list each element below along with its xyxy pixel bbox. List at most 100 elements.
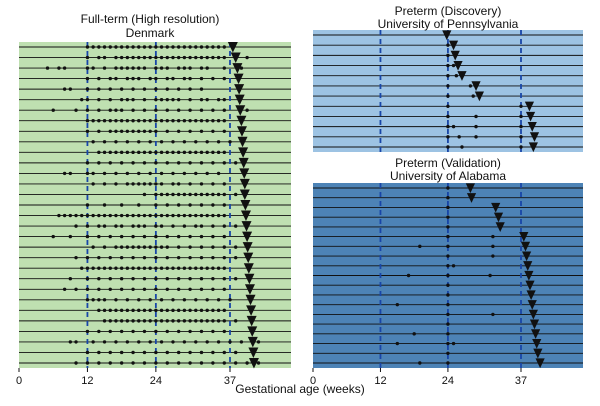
sample-point xyxy=(85,87,90,91)
sample-point xyxy=(97,108,101,112)
x-tick-label: 12 xyxy=(374,375,386,387)
sample-point xyxy=(194,45,198,49)
sample-point xyxy=(446,124,450,129)
sample-point xyxy=(108,361,112,365)
sample-point xyxy=(68,87,73,91)
sample-point xyxy=(222,203,226,207)
sample-point xyxy=(114,245,118,249)
sample-point xyxy=(80,213,84,218)
sample-point xyxy=(519,114,523,119)
sample-point xyxy=(154,108,158,112)
sample-point xyxy=(119,361,124,365)
sample-point xyxy=(188,277,192,281)
sample-point xyxy=(182,171,187,176)
sample-point xyxy=(194,140,198,144)
sample-point xyxy=(131,76,135,81)
delivery-marker xyxy=(230,52,241,64)
sample-point xyxy=(154,150,158,155)
sample-point xyxy=(131,308,135,313)
sample-point xyxy=(119,129,124,133)
sample-point xyxy=(216,55,221,60)
sample-point xyxy=(68,277,73,281)
sample-point xyxy=(74,213,78,218)
delivery-marker xyxy=(519,232,529,242)
sample-point xyxy=(148,76,152,81)
sample-point xyxy=(85,224,90,228)
sample-point xyxy=(142,55,147,60)
sample-point xyxy=(446,215,450,219)
sample-point xyxy=(211,308,215,313)
x-tick-label: 0 xyxy=(16,375,22,387)
sample-point xyxy=(159,213,164,218)
sample-point xyxy=(211,45,215,49)
delivery-marker xyxy=(248,358,259,369)
sample-point xyxy=(519,145,523,149)
sample-point xyxy=(216,140,221,144)
sample-point xyxy=(119,277,124,281)
sample-point xyxy=(159,224,164,228)
sample-point xyxy=(91,298,95,302)
sample-point xyxy=(165,87,169,91)
sample-point xyxy=(91,266,95,270)
sample-point xyxy=(171,266,175,270)
sample-point xyxy=(199,308,204,313)
sample-point xyxy=(114,45,118,49)
sample-point xyxy=(216,319,221,323)
sample-point xyxy=(211,203,215,207)
sample-point xyxy=(97,234,101,239)
sample-point xyxy=(211,350,215,355)
sample-point xyxy=(222,182,226,186)
sample-point xyxy=(74,287,78,291)
sample-point xyxy=(154,287,158,291)
delivery-marker xyxy=(247,326,258,337)
sample-point xyxy=(165,203,169,207)
sample-point xyxy=(114,266,118,270)
sample-point xyxy=(454,74,459,78)
panel-full-term-marks xyxy=(45,42,261,369)
sample-point xyxy=(154,266,158,270)
sample-point xyxy=(216,192,221,197)
sample-point xyxy=(199,129,204,133)
delivery-marker xyxy=(531,329,541,339)
sample-point xyxy=(131,213,135,218)
sample-point xyxy=(205,340,209,344)
sample-point xyxy=(194,298,198,302)
sample-point xyxy=(102,140,107,144)
sample-point xyxy=(159,171,164,176)
sample-point xyxy=(85,119,90,123)
sample-point xyxy=(85,66,90,70)
sample-point xyxy=(97,329,101,334)
sample-point xyxy=(131,224,135,228)
sample-point xyxy=(446,145,450,149)
sample-point xyxy=(119,45,124,49)
sample-point xyxy=(131,234,135,239)
sample-point xyxy=(211,119,215,123)
sample-point xyxy=(222,55,226,60)
delivery-marker xyxy=(240,200,251,211)
sample-point xyxy=(446,302,450,307)
sample-point xyxy=(199,266,204,270)
sample-point xyxy=(97,350,101,355)
sample-point xyxy=(159,319,164,323)
sample-point xyxy=(62,87,67,91)
sample-point xyxy=(446,254,450,258)
x-tick-label: 37 xyxy=(515,375,527,387)
sample-point xyxy=(108,129,112,133)
delivery-marker xyxy=(529,319,540,330)
sample-point xyxy=(451,124,456,129)
sample-point xyxy=(171,76,175,81)
delivery-marker xyxy=(453,60,463,71)
sample-point xyxy=(108,97,112,102)
delivery-marker xyxy=(232,63,243,74)
sample-point xyxy=(131,350,135,355)
sample-point xyxy=(199,55,204,60)
sample-point xyxy=(154,203,158,207)
sample-point xyxy=(199,66,204,70)
sample-point xyxy=(159,97,164,102)
sample-point xyxy=(57,213,61,218)
sample-point xyxy=(108,108,112,112)
sample-point xyxy=(125,182,130,186)
sample-point xyxy=(85,76,90,81)
sample-point xyxy=(137,66,141,70)
sample-point xyxy=(446,351,450,355)
